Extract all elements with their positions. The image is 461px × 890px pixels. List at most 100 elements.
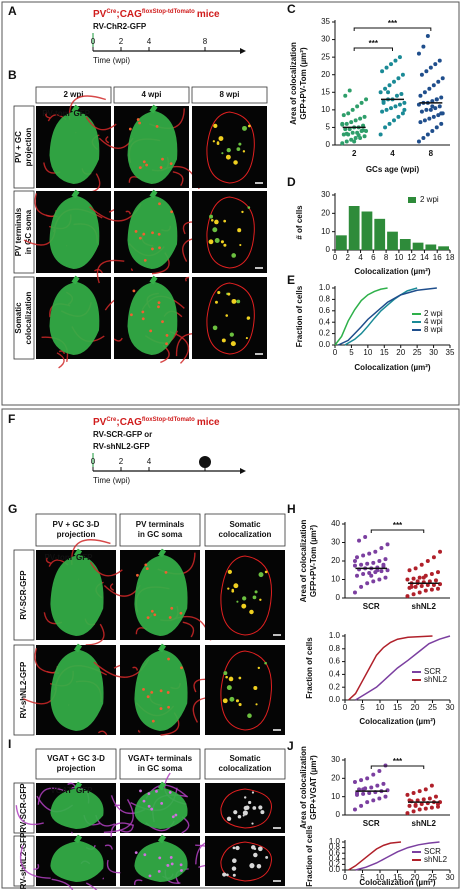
x-tick-label: 5 bbox=[360, 873, 365, 882]
terminal bbox=[157, 232, 161, 236]
y-tick-label: 0.0 bbox=[329, 865, 341, 874]
terminal bbox=[150, 690, 154, 694]
x-tick-label: 5 bbox=[349, 348, 354, 357]
x-tick-label: 2 bbox=[346, 253, 351, 262]
dendrite bbox=[73, 834, 83, 844]
column-header-text: 2 wpi bbox=[63, 90, 83, 99]
terminal bbox=[130, 313, 133, 317]
data-dot bbox=[425, 34, 430, 39]
data-dot bbox=[373, 549, 378, 554]
data-dot bbox=[430, 128, 435, 133]
coloc-speck bbox=[235, 699, 240, 703]
column-header-text: 8 wpi bbox=[219, 90, 239, 99]
data-dot bbox=[439, 121, 444, 126]
data-dot bbox=[377, 577, 382, 582]
column-header-text: colocalization bbox=[219, 530, 272, 539]
row-label: PV terminals bbox=[14, 207, 23, 256]
terminal bbox=[155, 789, 158, 793]
genotype-part: PV bbox=[93, 417, 107, 428]
data-dot bbox=[418, 120, 423, 125]
column-header-text: colocalization bbox=[219, 764, 272, 773]
terminal bbox=[158, 246, 161, 250]
y-tick-label: 0.4 bbox=[329, 854, 341, 863]
coloc-speck bbox=[264, 661, 267, 665]
y-tick-label: 15 bbox=[321, 87, 330, 96]
data-dot bbox=[371, 798, 376, 803]
terminal bbox=[146, 616, 150, 620]
coloc-speck bbox=[232, 846, 236, 850]
data-dot bbox=[427, 86, 432, 91]
coloc-speck bbox=[214, 219, 219, 225]
x-tick-label: 8 bbox=[384, 253, 389, 262]
y-tick-label: 1.0 bbox=[329, 631, 341, 640]
soma-outline bbox=[206, 196, 255, 269]
data-dot bbox=[359, 562, 364, 567]
terminal bbox=[143, 258, 147, 262]
gc-soma bbox=[50, 650, 104, 731]
data-dot bbox=[364, 97, 369, 102]
terminal bbox=[158, 856, 162, 860]
data-dot bbox=[344, 139, 349, 144]
row-label-box bbox=[13, 276, 35, 360]
terminal bbox=[141, 310, 145, 314]
terminal bbox=[142, 799, 146, 803]
panel-letter: J bbox=[287, 739, 294, 753]
gc-soma bbox=[50, 788, 104, 829]
micrograph bbox=[192, 191, 267, 273]
y-tick-label: 0.0 bbox=[319, 340, 331, 349]
terminal bbox=[147, 792, 151, 795]
y-tick-label: 20 bbox=[321, 70, 330, 79]
data-dot bbox=[433, 106, 438, 111]
legend-label: 8 wpi bbox=[424, 325, 443, 334]
gc-soma bbox=[134, 555, 188, 636]
terminal bbox=[169, 856, 173, 859]
histogram-bar bbox=[438, 246, 449, 250]
terminal bbox=[157, 301, 161, 305]
coloc-speck bbox=[223, 243, 227, 247]
coloc-speck bbox=[231, 298, 237, 304]
coloc-speck bbox=[232, 858, 237, 864]
dendrite bbox=[73, 781, 83, 791]
column-header bbox=[119, 513, 201, 547]
coloc-speck bbox=[214, 238, 220, 243]
fiber bbox=[96, 259, 125, 284]
row-label: in GC soma bbox=[24, 209, 33, 254]
genotype-part: Cre bbox=[106, 9, 117, 15]
data-dot bbox=[429, 571, 434, 576]
coloc-speck bbox=[256, 863, 262, 869]
y-tick-label: 30 bbox=[321, 190, 330, 199]
fiber bbox=[45, 556, 51, 564]
x-tick-label: 4 bbox=[390, 149, 395, 158]
y-tick-label: 10 bbox=[321, 105, 330, 114]
fiber bbox=[113, 337, 123, 342]
panel-letter: G bbox=[8, 502, 17, 516]
data-dot bbox=[419, 109, 424, 114]
data-dot bbox=[439, 111, 444, 116]
fiber bbox=[110, 822, 134, 838]
data-dot bbox=[397, 102, 402, 107]
column-header bbox=[191, 86, 268, 104]
micrograph bbox=[192, 106, 267, 188]
y-axis-label: Area of colocalization bbox=[299, 746, 308, 829]
terminal bbox=[169, 162, 173, 166]
fiber bbox=[104, 844, 113, 850]
data-dot bbox=[343, 127, 348, 132]
coloc-speck bbox=[218, 136, 224, 141]
dendrite bbox=[73, 548, 83, 558]
coloc-speck bbox=[226, 816, 232, 822]
y-tick-label: 20 bbox=[331, 556, 340, 565]
data-dot bbox=[340, 141, 345, 146]
x-tick-label: shNL2 bbox=[412, 819, 437, 828]
y-tick-label: 0.2 bbox=[329, 860, 341, 869]
data-dot bbox=[389, 62, 394, 67]
data-dot bbox=[393, 104, 398, 109]
coloc-speck bbox=[252, 595, 257, 600]
row-label: colocalization bbox=[24, 291, 33, 344]
x-tick-label: 10 bbox=[376, 873, 385, 882]
x-tick-label: 12 bbox=[407, 253, 416, 262]
genotype-part: floxStop-tdTomato bbox=[142, 417, 195, 423]
fiber bbox=[172, 171, 184, 187]
terminal bbox=[146, 695, 150, 699]
y-tick-label: 0.2 bbox=[319, 329, 331, 338]
